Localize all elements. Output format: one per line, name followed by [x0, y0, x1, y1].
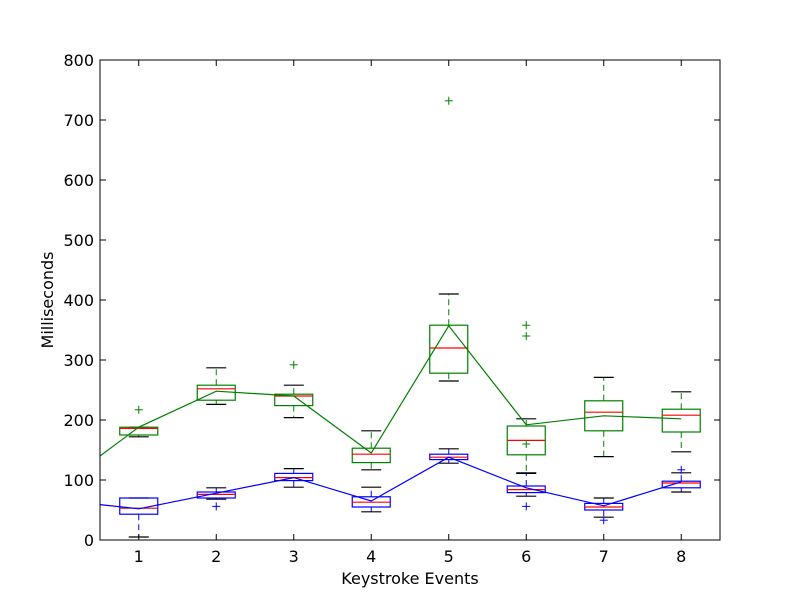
box: [351, 447, 391, 464]
y-tick-label: 0: [84, 531, 94, 550]
flier-point: [677, 465, 686, 474]
x-tick-label: 5: [444, 547, 454, 566]
x-tick-label: 4: [366, 547, 376, 566]
flier-point: [134, 405, 143, 414]
flier-point: [522, 332, 531, 340]
x-tick-label: 1: [134, 547, 144, 566]
y-tick-label: 400: [63, 291, 94, 310]
flier-point: [522, 440, 531, 448]
plot-frame: [99, 59, 721, 541]
flier-point: [212, 502, 221, 511]
x-tick-label: 8: [676, 547, 686, 566]
box: [661, 480, 701, 489]
y-tick-label: 700: [63, 111, 94, 130]
box: [429, 324, 469, 374]
series-0: [100, 96, 701, 474]
plot-area: [100, 96, 701, 538]
series-1: [100, 448, 701, 538]
y-tick-label: 100: [63, 471, 94, 490]
flier-point: [522, 502, 531, 511]
box: [119, 497, 159, 515]
flier-point: [289, 360, 298, 369]
y-tick-label: 600: [63, 171, 94, 190]
y-tick-label: 200: [63, 411, 94, 430]
box: [584, 400, 624, 432]
series-line: [100, 456, 682, 510]
y-tick-label: 500: [63, 231, 94, 250]
x-tick-label: 6: [521, 547, 531, 566]
axes: 1 2 3 4 5 6 7 8 0 100 200 300 400 500 600 700 800: [63, 51, 721, 566]
x-axis-label: Keystroke Events: [341, 569, 478, 588]
box: [274, 393, 314, 407]
x-tick-label: 3: [289, 547, 299, 566]
x-tick-label: 7: [599, 547, 609, 566]
series-line: [100, 324, 682, 457]
y-axis-label: Milliseconds: [38, 252, 57, 349]
flier-point: [599, 516, 608, 525]
x-tick-label: 2: [211, 547, 221, 566]
y-tick-label: 800: [63, 51, 94, 70]
y-tick-label: 300: [63, 351, 94, 370]
box: [661, 408, 701, 433]
flier-point: [444, 96, 453, 105]
flier-point: [522, 321, 531, 330]
